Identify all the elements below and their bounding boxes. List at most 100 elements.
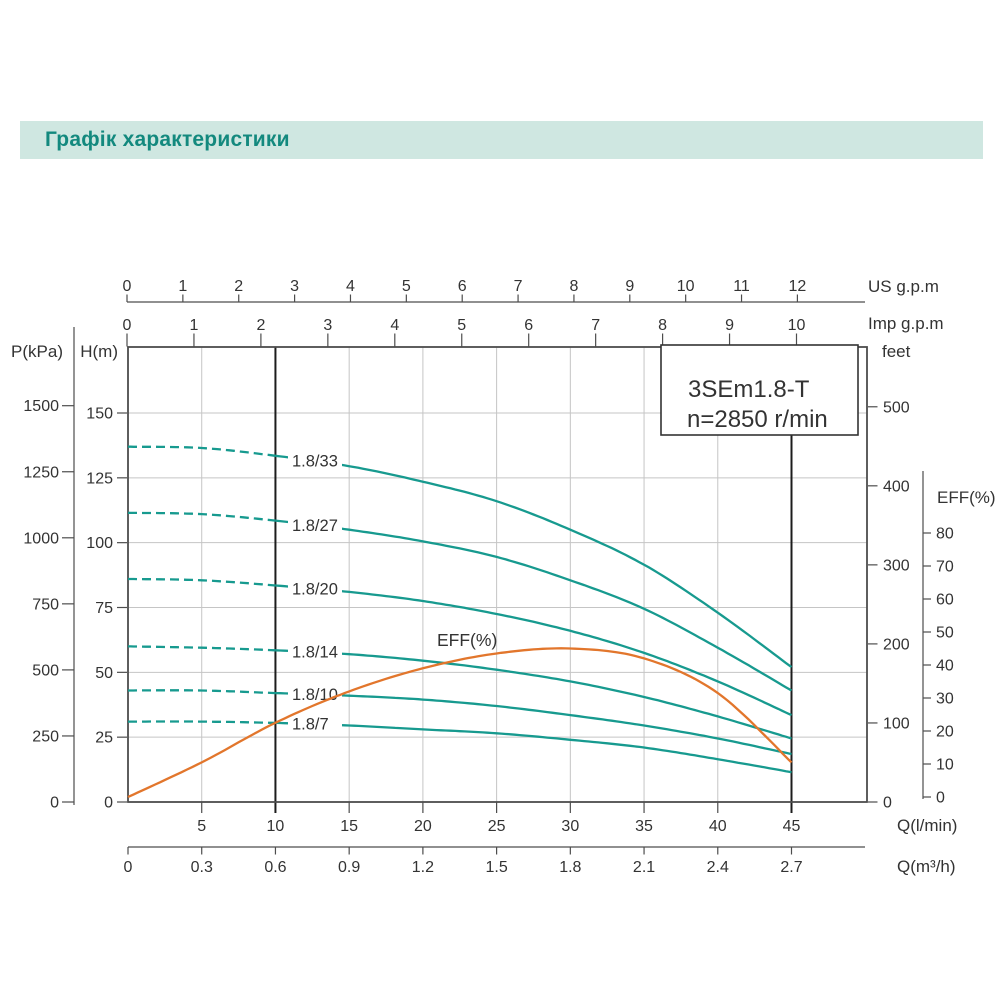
imp-gpm-tick-label: 9 — [725, 317, 734, 334]
curve-label: 1.8/10 — [292, 686, 338, 704]
p-kpa-tick-label: 750 — [32, 596, 59, 613]
imp-gpm-tick-label: 2 — [256, 317, 265, 334]
plot-frame — [127, 346, 868, 803]
head-curve — [275, 454, 793, 669]
q-m3h-tick-label: 2.7 — [780, 859, 802, 876]
imp-gpm-tick-label: 0 — [123, 317, 132, 334]
p-kpa-tick-label: 1250 — [23, 464, 59, 481]
h-m-tick-label: 150 — [86, 406, 113, 423]
q-m3h-tick-label: 1.8 — [559, 859, 581, 876]
us-gpm-tick-label: 8 — [569, 278, 578, 295]
imp-gpm-tick-label: 8 — [658, 317, 667, 334]
p-kpa-tick-label: 1500 — [23, 398, 59, 415]
p-kpa-axis-unit: P(kPa) — [11, 342, 63, 361]
model-speed: n=2850 r/min — [687, 406, 828, 433]
q-lmin-tick-label: 5 — [197, 818, 206, 835]
imp-gpm-tick-label: 1 — [189, 317, 198, 334]
imp-gpm-tick-label: 10 — [788, 317, 806, 334]
q-m3h-tick-label: 2.4 — [707, 859, 729, 876]
gridlines — [128, 347, 867, 802]
eff-tick-label: 10 — [936, 757, 954, 774]
imp-gpm-tick-label: 3 — [323, 317, 332, 334]
us-gpm-tick-label: 0 — [123, 278, 132, 295]
head-curve-dashed — [128, 445, 276, 457]
head-curve — [275, 519, 793, 692]
eff-tick-label: 80 — [936, 526, 954, 543]
q-m3h-axis-unit: Q(m³/h) — [897, 857, 956, 876]
curve-label-plate — [288, 578, 342, 599]
curve-label-plate — [288, 714, 342, 735]
model-name: 3SEm1.8-T — [688, 376, 810, 403]
p-kpa-tick-label: 1000 — [23, 530, 59, 547]
q-lmin-tick-label: 40 — [709, 818, 727, 835]
efficiency-curve-label: EFF(%) — [437, 630, 497, 650]
q-lmin-tick-label: 15 — [340, 818, 358, 835]
us-gpm-tick-label: 9 — [625, 278, 634, 295]
head-curve — [275, 691, 792, 756]
eff-axis-unit: EFF(%) — [937, 488, 996, 507]
eff-tick-label: 30 — [936, 691, 954, 708]
us-gpm-tick-label: 2 — [234, 278, 243, 295]
curve-label: 1.8/27 — [292, 517, 338, 535]
q-lmin-tick-label: 30 — [561, 818, 579, 835]
feet-tick-label: 100 — [883, 715, 910, 732]
head-curve-dashed — [128, 645, 276, 652]
feet-tick-label: 0 — [883, 795, 892, 812]
curve-label-plate — [288, 451, 342, 472]
feet-tick-label: 400 — [883, 478, 910, 495]
q-lmin-tick-label: 45 — [783, 818, 801, 835]
us-gpm-tick-label: 7 — [514, 278, 523, 295]
us-gpm-tick-label: 1 — [178, 278, 187, 295]
q-lmin-tick-label: 25 — [488, 818, 506, 835]
model-box — [660, 344, 859, 436]
us-gpm-tick-label: 3 — [290, 278, 299, 295]
curve-label-plate — [288, 515, 342, 536]
page-title: Графік характеристики — [45, 128, 290, 151]
us-gpm-tick-label: 10 — [677, 278, 695, 295]
imp-gpm-tick-label: 5 — [457, 317, 466, 334]
curve-label: 1.8/14 — [292, 644, 338, 662]
h-m-axis-unit: H(m) — [80, 342, 118, 361]
head-curve-dashed — [128, 720, 276, 725]
q-m3h-tick-label: 0.3 — [191, 859, 213, 876]
head-curve — [275, 584, 792, 717]
us-gpm-tick-label: 4 — [346, 278, 355, 295]
eff-tick-label: 40 — [936, 658, 954, 675]
imp-gpm-tick-label: 4 — [390, 317, 399, 334]
p-kpa-tick-label: 500 — [32, 662, 59, 679]
q-lmin-tick-label: 10 — [267, 818, 285, 835]
eff-tick-label: 70 — [936, 559, 954, 576]
curve-label: 1.8/20 — [292, 580, 338, 598]
h-m-tick-label: 75 — [95, 600, 113, 617]
q-lmin-tick-label: 20 — [414, 818, 432, 835]
feet-axis-unit: feet — [882, 342, 911, 361]
head-curve — [275, 721, 792, 774]
curve-label-plate — [288, 642, 342, 663]
page-title-band: Графік характеристики — [20, 121, 983, 159]
imp-gpm-tick-label: 6 — [524, 317, 533, 334]
q-lmin-axis-unit: Q(l/min) — [897, 816, 957, 835]
curve-label: 1.8/33 — [292, 453, 338, 471]
q-m3h-tick-label: 0.9 — [338, 859, 360, 876]
imp-gpm-tick-label: 7 — [591, 317, 600, 334]
head-curve — [275, 649, 792, 740]
q-m3h-tick-label: 2.1 — [633, 859, 655, 876]
eff-tick-label: 50 — [936, 625, 954, 642]
h-m-tick-label: 25 — [95, 730, 113, 747]
efficiency-curve — [127, 647, 793, 799]
us-gpm-tick-label: 5 — [402, 278, 411, 295]
us-gpm-tick-label: 6 — [458, 278, 467, 295]
head-curve-dashed — [128, 577, 276, 587]
p-kpa-tick-label: 250 — [32, 728, 59, 745]
us-gpm-tick-label: 11 — [733, 278, 750, 295]
us-gpm-axis-unit: US g.p.m — [868, 277, 939, 296]
h-m-tick-label: 0 — [104, 795, 113, 812]
feet-tick-label: 500 — [883, 399, 910, 416]
h-m-tick-label: 100 — [86, 535, 113, 552]
head-curve-dashed — [127, 511, 276, 522]
q-m3h-tick-label: 1.5 — [485, 859, 507, 876]
q-m3h-tick-label: 1.2 — [412, 859, 434, 876]
q-lmin-tick-label: 35 — [635, 818, 653, 835]
eff-tick-label: 0 — [936, 790, 945, 807]
